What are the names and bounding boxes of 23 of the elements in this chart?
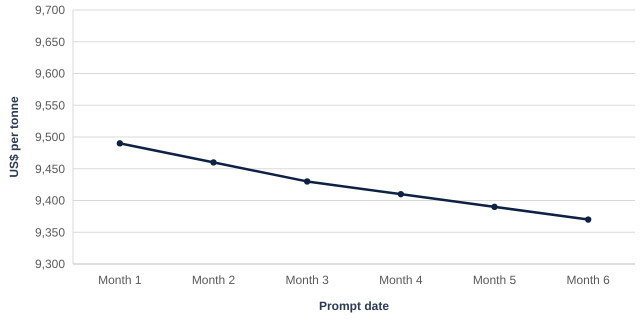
- point: [304, 178, 310, 185]
- point: [116, 140, 124, 147]
- y-tick-label: 9,550: [34, 98, 66, 112]
- x-tick-label: Month 3: [285, 273, 330, 287]
- point: [398, 190, 404, 198]
- x-tick-label: Month 1: [98, 273, 142, 287]
- y-tick-label: 9,650: [34, 34, 66, 49]
- x-tick-label: Month 2: [192, 273, 236, 287]
- x-tick-label: Month 6: [566, 273, 610, 287]
- y-tick-label: 9,500: [34, 130, 66, 144]
- point: [584, 216, 592, 223]
- y-tick-label: 9,350: [34, 225, 66, 240]
- point: [210, 159, 217, 166]
- y-tick-label: 9,450: [34, 162, 66, 176]
- y-axis-title: US$ per tonne: [7, 96, 21, 178]
- x-tick-label: Month 4: [379, 273, 423, 287]
- point: [491, 204, 498, 210]
- x-axis-title: Prompt date: [318, 299, 390, 313]
- y-tick-label: 9,300: [34, 257, 66, 272]
- y-tick-label: 9,600: [34, 66, 66, 81]
- y-tick-label: 9,700: [34, 3, 66, 18]
- x-tick-label: Month 5: [472, 273, 517, 287]
- y-tick-label: 9,400: [34, 194, 66, 208]
